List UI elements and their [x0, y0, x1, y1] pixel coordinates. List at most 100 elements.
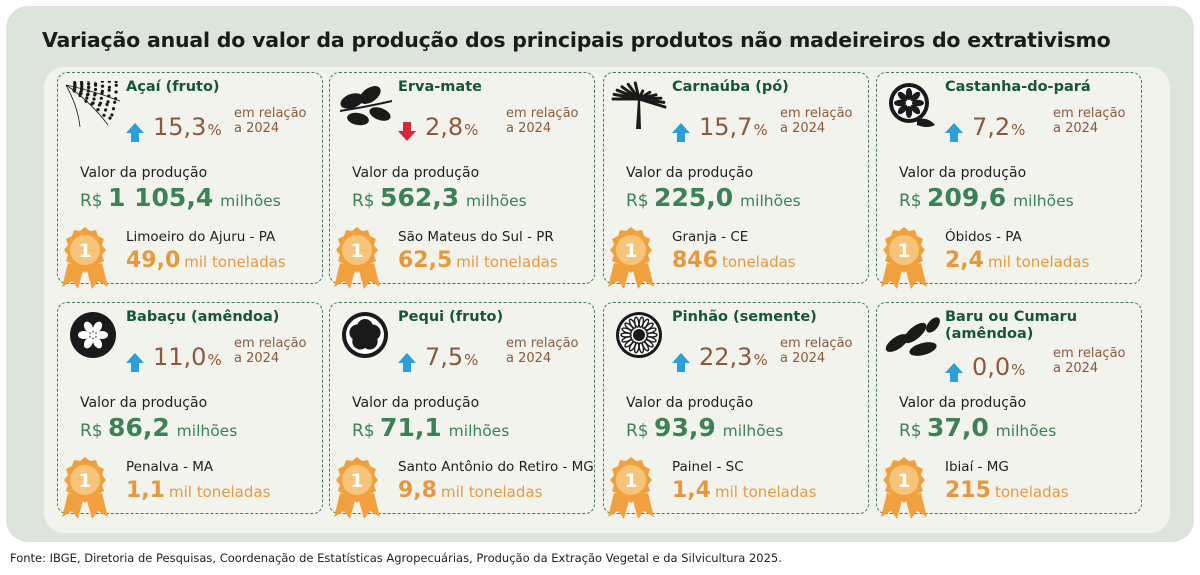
quantity-number: 1,1: [126, 478, 165, 503]
currency: R$: [352, 421, 381, 441]
product-name: Açaí (fruto): [126, 79, 220, 95]
pequi-icon: [342, 312, 388, 358]
currency: R$: [899, 191, 928, 211]
variation-value: 0,0%: [972, 353, 1025, 381]
relation-note: em relação a 2024: [506, 336, 579, 366]
production-value-unit: milhões: [990, 422, 1057, 440]
product-card: Baru ou Cumaru (amêndoa) 0,0% em relação a …: [876, 302, 1142, 519]
product-name: Babaçu (amêndoa): [126, 309, 280, 325]
product-card: Carnaúba (pó) 15,7% em relação a 2024 Valor …: [603, 72, 869, 289]
relation-line: em relação: [234, 336, 307, 351]
variation-number: 11,0: [153, 343, 207, 371]
castanha-icon: [889, 83, 935, 127]
quantity-unit: mil toneladas: [184, 253, 286, 271]
carnauba-icon: [611, 81, 667, 129]
top-producer: Granja - CE: [672, 229, 749, 245]
production-value-unit: milhões: [443, 422, 510, 440]
production-value-unit: milhões: [171, 422, 238, 440]
variation-number: 15,7: [699, 113, 753, 141]
medal-rank: 1: [624, 240, 637, 262]
quantity-unit: mil toneladas: [440, 483, 543, 501]
production-value: R$ 225,0 milhões: [626, 183, 801, 212]
infographic-frame: Variação anual do valor da produção dos …: [6, 6, 1194, 542]
relation-note: em relação a 2024: [506, 106, 579, 136]
currency: R$: [899, 421, 928, 441]
source-note: Fonte: IBGE, Diretoria de Pesquisas, Coo…: [10, 551, 782, 565]
production-value-unit: milhões: [735, 192, 801, 210]
production-value-label: Valor da produção: [626, 395, 754, 411]
pinhao-icon: [616, 312, 662, 358]
production-quantity: 846 toneladas: [672, 248, 796, 273]
product-name: Pinhão (semente): [672, 309, 817, 325]
production-quantity: 62,5 mil toneladas: [398, 248, 558, 273]
currency: R$: [80, 191, 109, 211]
production-value: R$ 209,6 milhões: [899, 183, 1074, 212]
production-value-number: 209,6: [927, 183, 1007, 212]
relation-line: a 2024: [234, 350, 280, 366]
variation-number: 7,5: [425, 343, 464, 371]
first-place-medal-icon: 1: [334, 457, 380, 519]
relation-line: a 2024: [1053, 360, 1099, 376]
production-value-unit: milhões: [1008, 192, 1074, 210]
product-name: Erva-mate: [398, 79, 482, 95]
product-name: Carnaúba (pó): [672, 79, 789, 95]
percent-sign: %: [753, 121, 768, 139]
first-place-medal-icon: 1: [334, 227, 380, 289]
quantity-number: 9,8: [398, 478, 437, 503]
product-name: Baru ou Cumaru (amêndoa): [945, 309, 1078, 342]
production-value-label: Valor da produção: [80, 395, 208, 411]
product-card: Castanha-do-pará 7,2% em relação a 2024 Valo…: [876, 72, 1142, 289]
medal-rank: 1: [78, 240, 91, 262]
top-producer: São Mateus do Sul - PR: [398, 229, 554, 245]
relation-line: em relação: [1053, 346, 1126, 361]
relation-note: em relação a 2024: [780, 106, 853, 136]
arrow-up-icon: [126, 123, 144, 142]
medal-rank: 1: [624, 470, 637, 492]
production-value-label: Valor da produção: [899, 165, 1027, 181]
relation-note: em relação a 2024: [780, 336, 853, 366]
top-producer: Óbidos - PA: [945, 229, 1022, 245]
currency: R$: [352, 191, 381, 211]
quantity-number: 1,4: [672, 478, 711, 503]
relation-note: em relação a 2024: [1053, 106, 1126, 136]
top-producer: Limoeiro do Ajuru - PA: [126, 229, 276, 245]
product-name: Castanha-do-pará: [945, 79, 1091, 95]
top-producer: Penalva - MA: [126, 459, 214, 475]
babacu-icon: [70, 312, 116, 358]
production-value-number: 562,3: [380, 183, 460, 212]
relation-line: em relação: [506, 336, 579, 351]
variation-value: 15,7%: [699, 113, 768, 141]
arrow-down-icon: [398, 122, 416, 141]
arrow-up-icon: [672, 353, 690, 372]
arrow-up-icon: [398, 353, 416, 372]
production-value: R$ 562,3 milhões: [352, 183, 527, 212]
baru-icon: [885, 317, 940, 356]
percent-sign: %: [1011, 121, 1026, 139]
arrow-up-icon: [672, 123, 690, 142]
percent-sign: %: [464, 121, 479, 139]
production-value: R$ 37,0 milhões: [899, 413, 1056, 442]
product-card: Pinhão (semente) 22,3% em relação a 2024 Val…: [603, 302, 869, 519]
production-value-label: Valor da produção: [80, 165, 208, 181]
relation-line: em relação: [780, 336, 853, 351]
acai-icon: [65, 81, 121, 128]
production-value: R$ 86,2 milhões: [80, 413, 237, 442]
production-value-label: Valor da produção: [352, 165, 480, 181]
relation-line: em relação: [234, 106, 307, 121]
first-place-medal-icon: 1: [608, 457, 654, 519]
arrow-up-icon: [126, 353, 144, 372]
quantity-unit: mil toneladas: [987, 253, 1090, 271]
variation-value: 15,3%: [153, 113, 222, 141]
variation-value: 11,0%: [153, 343, 222, 371]
relation-line: em relação: [1053, 106, 1126, 121]
production-value-unit: milhões: [461, 192, 527, 210]
medal-rank: 1: [350, 240, 363, 262]
relation-line: em relação: [780, 106, 853, 121]
production-value-number: 225,0: [654, 183, 734, 212]
relation-line: a 2024: [506, 120, 552, 136]
first-place-medal-icon: 1: [608, 227, 654, 289]
currency: R$: [626, 421, 655, 441]
first-place-medal-icon: 1: [881, 457, 927, 519]
relation-line: em relação: [506, 106, 579, 121]
first-place-medal-icon: 1: [62, 457, 108, 519]
